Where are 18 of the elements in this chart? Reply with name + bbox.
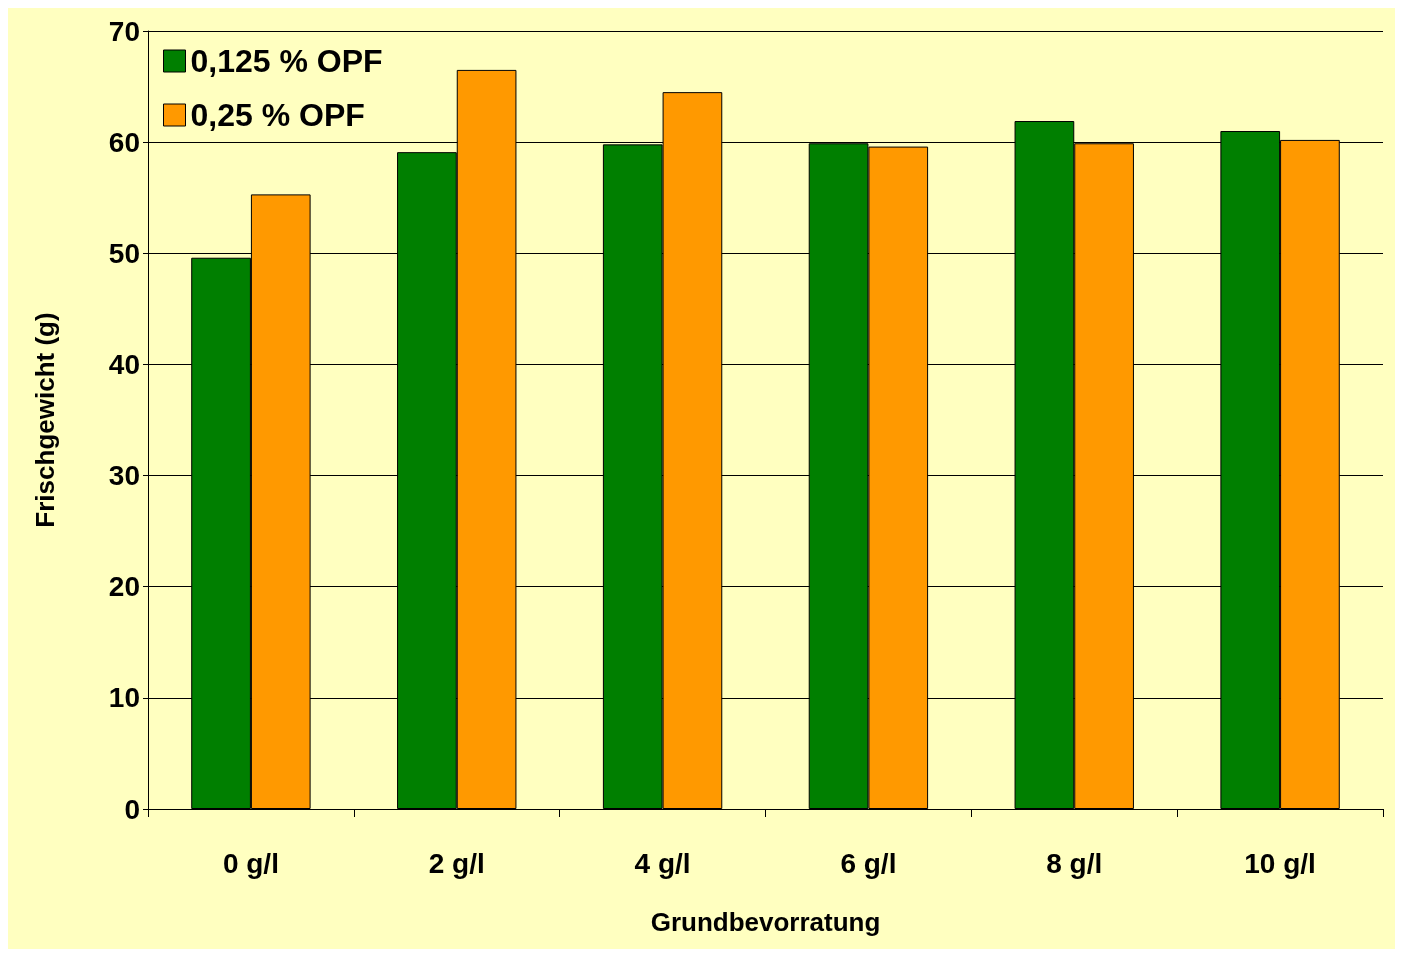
y-tick-label: 10: [108, 682, 140, 714]
x-tick-label: 2 g/l: [428, 847, 485, 879]
y-tick-label: 20: [108, 571, 140, 603]
y-tick-label: 30: [108, 460, 140, 492]
legend-label: 0,25 % OPF: [190, 97, 365, 133]
x-tick-label: 6 g/l: [840, 847, 897, 879]
x-tick-label: 10 g/l: [1244, 847, 1316, 879]
y-tick-label: 0: [124, 793, 140, 825]
x-tick-label: 4 g/l: [634, 847, 691, 879]
y-tick-label: 60: [108, 126, 140, 158]
x-tick-label: 8 g/l: [1046, 847, 1103, 879]
y-tick-label: 70: [108, 15, 140, 47]
legend-label: 0,125 % OPF: [190, 43, 383, 79]
x-tick-label: 0 g/l: [222, 847, 279, 879]
y-axis-title: Frischgewicht (g): [30, 312, 60, 528]
x-axis-title: Grundbevorratung: [650, 907, 881, 937]
y-tick-label: 50: [108, 237, 140, 269]
y-tick-label: 40: [108, 348, 140, 380]
